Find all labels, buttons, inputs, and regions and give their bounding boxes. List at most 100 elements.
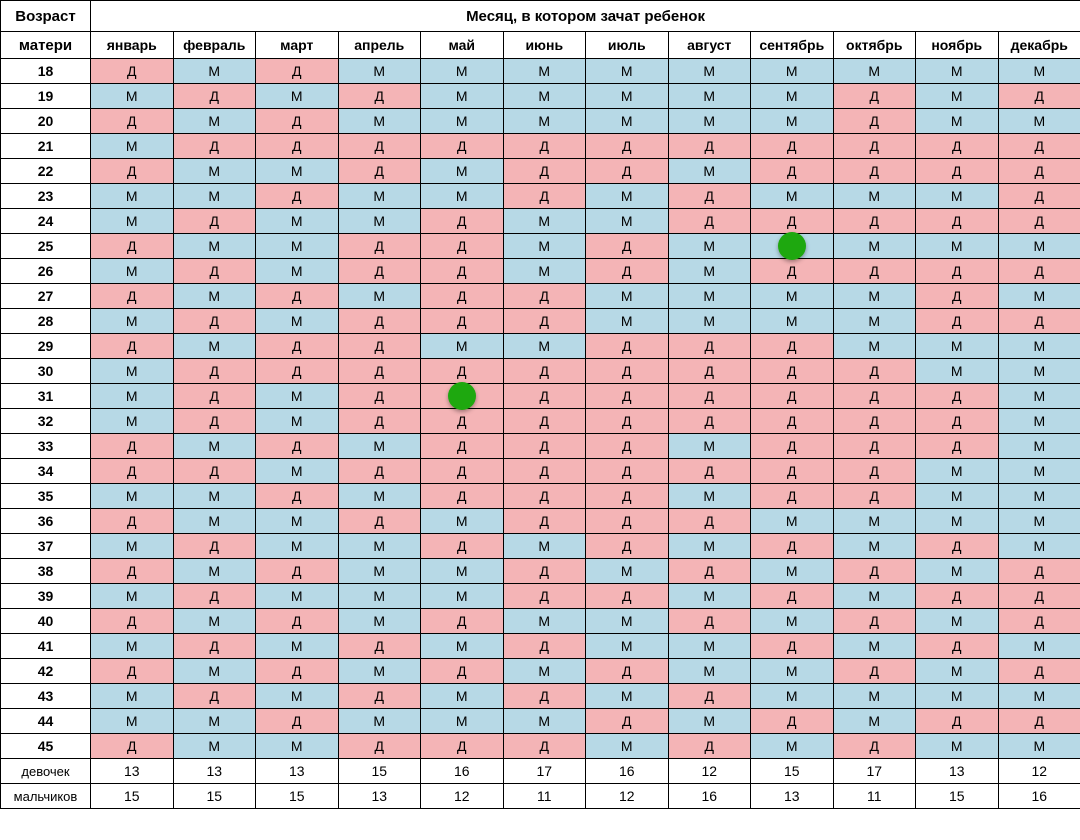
value-cell: М — [91, 634, 174, 659]
summary-cell: 12 — [586, 784, 669, 809]
value-cell: Д — [751, 409, 834, 434]
value-cell: Д — [173, 584, 256, 609]
value-cell: Д — [173, 209, 256, 234]
value-cell: М — [833, 709, 916, 734]
value-cell: Д — [916, 134, 999, 159]
value-cell: Д — [91, 509, 174, 534]
value-cell: М — [256, 734, 339, 759]
age-cell: 21 — [1, 134, 91, 159]
header-month: апрель — [338, 32, 421, 59]
value-cell: Д — [916, 584, 999, 609]
value-cell: Д — [338, 84, 421, 109]
value-cell: Д — [421, 484, 504, 509]
value-cell: М — [998, 634, 1080, 659]
value-cell: Д — [503, 159, 586, 184]
gender-calendar-table: ВозрастМесяц, в котором зачат ребенокмат… — [0, 0, 1080, 809]
header-month: октябрь — [833, 32, 916, 59]
table-row: 35ММДМДДДМДДММ — [1, 484, 1080, 509]
value-cell: М — [751, 684, 834, 709]
value-cell: М — [421, 634, 504, 659]
value-cell: М — [256, 509, 339, 534]
value-cell: Д — [173, 459, 256, 484]
value-cell: М — [421, 584, 504, 609]
age-cell: 36 — [1, 509, 91, 534]
value-cell: Д — [421, 434, 504, 459]
value-cell: Д — [256, 709, 339, 734]
value-cell: Д — [586, 709, 669, 734]
value-cell: Д — [751, 634, 834, 659]
value-cell: М — [421, 184, 504, 209]
header-age-line2: матери — [1, 32, 91, 59]
value-cell: Д — [833, 459, 916, 484]
summary-cell: 12 — [998, 759, 1080, 784]
value-cell: М — [668, 634, 751, 659]
value-cell: М — [503, 609, 586, 634]
value-cell: Д — [833, 84, 916, 109]
age-cell: 20 — [1, 109, 91, 134]
summary-cell: 13 — [751, 784, 834, 809]
age-cell: 18 — [1, 59, 91, 84]
value-cell: М — [668, 484, 751, 509]
value-cell: М — [833, 309, 916, 334]
age-cell: 25 — [1, 234, 91, 259]
value-cell: М — [586, 109, 669, 134]
value-cell: М — [91, 484, 174, 509]
value-cell: М — [338, 109, 421, 134]
value-cell: М — [256, 584, 339, 609]
value-cell: М — [338, 59, 421, 84]
value-cell: Д — [586, 134, 669, 159]
green-marker — [448, 382, 476, 410]
value-cell: М — [503, 334, 586, 359]
value-cell: М — [91, 259, 174, 284]
value-cell: Д — [421, 409, 504, 434]
value-cell: М — [173, 659, 256, 684]
value-cell: Д — [668, 334, 751, 359]
value-cell: Д — [173, 634, 256, 659]
value-cell: М — [586, 684, 669, 709]
summary-cell: 13 — [91, 759, 174, 784]
value-cell: М — [503, 109, 586, 134]
value-cell: М — [916, 459, 999, 484]
value-cell: М — [421, 684, 504, 709]
value-cell: Д — [338, 459, 421, 484]
value-cell: М — [173, 159, 256, 184]
value-cell: М — [998, 109, 1080, 134]
value-cell: Д — [256, 659, 339, 684]
value-cell: Д — [668, 184, 751, 209]
value-cell: М — [91, 534, 174, 559]
value-cell: Д — [256, 359, 339, 384]
value-cell: М — [173, 109, 256, 134]
value-cell: М — [998, 684, 1080, 709]
table-row: 38ДМДММДМДМДМД — [1, 559, 1080, 584]
value-cell: Д — [338, 234, 421, 259]
value-cell: М — [751, 184, 834, 209]
table-row: 20ДМДММММММДММ — [1, 109, 1080, 134]
value-cell: М — [916, 734, 999, 759]
summary-cell: 16 — [998, 784, 1080, 809]
value-cell: М — [586, 609, 669, 634]
value-cell: Д — [833, 359, 916, 384]
table-row: 37МДММДМДМДМДМ — [1, 534, 1080, 559]
value-cell: Д — [751, 159, 834, 184]
header-month: март — [256, 32, 339, 59]
age-cell: 44 — [1, 709, 91, 734]
value-cell: М — [173, 184, 256, 209]
age-cell: 22 — [1, 159, 91, 184]
value-cell: Д — [91, 459, 174, 484]
table-row: 29ДМДДММДДДМММ — [1, 334, 1080, 359]
value-cell: М — [256, 259, 339, 284]
table-row: 28МДМДДДММММДД — [1, 309, 1080, 334]
value-cell: М — [91, 184, 174, 209]
age-cell: 45 — [1, 734, 91, 759]
value-cell: Д — [833, 109, 916, 134]
value-cell: М — [338, 209, 421, 234]
value-cell: М — [503, 534, 586, 559]
value-cell: Д — [998, 709, 1080, 734]
value-cell: М — [833, 509, 916, 534]
value-cell: М — [916, 609, 999, 634]
value-cell: Д — [338, 134, 421, 159]
summary-cell: 11 — [833, 784, 916, 809]
table-row: 21МДДДДДДДДДДД — [1, 134, 1080, 159]
value-cell: М — [256, 409, 339, 434]
table-row: 22ДММДМДДМДДДД — [1, 159, 1080, 184]
